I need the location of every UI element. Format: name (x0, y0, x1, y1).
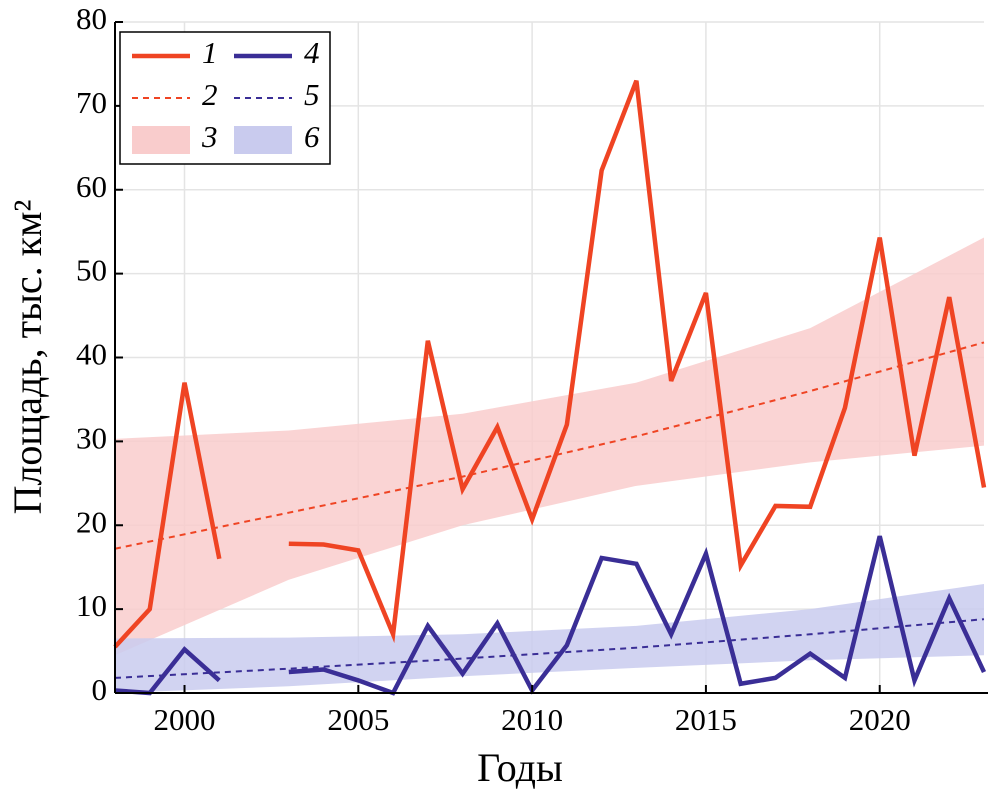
y-axis-label: Площадь, тыс. км² (5, 200, 50, 515)
y-tick-label: 70 (76, 85, 107, 120)
confidence-band (115, 237, 984, 656)
series-line (114, 535, 987, 696)
legend-label: 2 (202, 77, 218, 112)
x-axis-label: Годы (477, 745, 563, 790)
y-tick-label: 80 (76, 1, 107, 36)
confidence-band (115, 583, 984, 693)
bands (115, 237, 984, 693)
legend-label: 5 (304, 77, 320, 112)
y-tick-label: 40 (76, 337, 107, 372)
lines (113, 79, 987, 696)
y-tick-label: 50 (76, 253, 107, 288)
y-tick-label: 20 (76, 504, 107, 539)
x-tick-label: 2000 (154, 702, 216, 737)
series-line (114, 341, 985, 550)
legend-label: 3 (201, 119, 218, 154)
series-line (114, 618, 985, 679)
x-tick-label: 2015 (675, 702, 737, 737)
legend-swatch (132, 126, 190, 154)
x-tick-label: 2010 (501, 702, 563, 737)
y-tick-label: 60 (76, 169, 107, 204)
legend-label: 4 (304, 35, 320, 70)
series-line (113, 79, 987, 649)
legend-label: 1 (202, 35, 218, 70)
legend-label: 6 (304, 119, 320, 154)
y-tick-label: 0 (92, 672, 108, 707)
legend-swatch (234, 126, 292, 154)
y-tick-label: 30 (76, 420, 107, 455)
x-tick-label: 2005 (327, 702, 389, 737)
x-tick-label: 2020 (849, 702, 911, 737)
y-tick-label: 10 (76, 588, 107, 623)
